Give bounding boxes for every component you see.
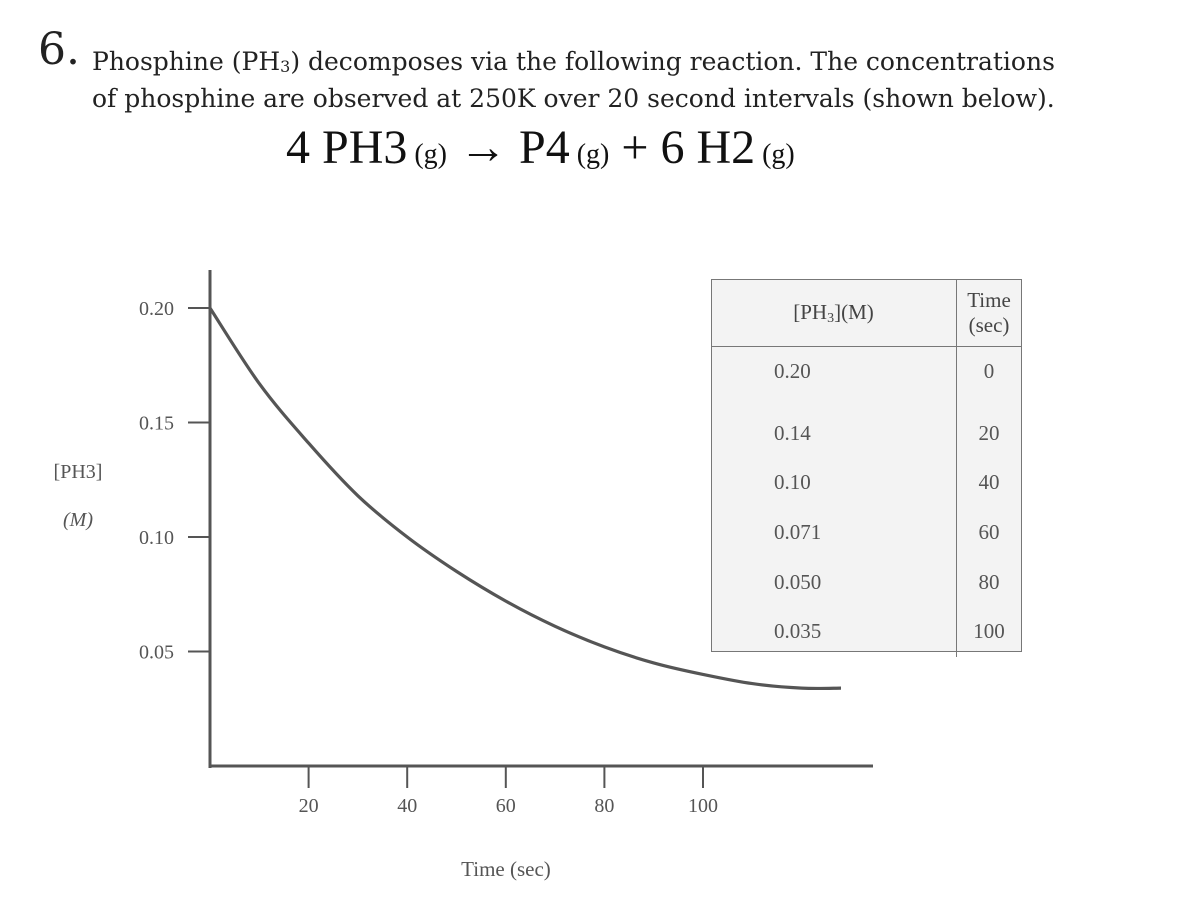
table-cell-concentration: 0.050 [712,557,957,607]
table-cell-time: 20 [978,420,1000,445]
x-tick-label: 80 [594,795,614,817]
header-conc-subscript: 3 [827,310,835,326]
equation-product-p4-subscript: 4 [545,121,570,174]
x-tick-label: 40 [397,795,417,817]
table-row: 0.050 80 [712,557,1021,607]
question-line-1-part-b: ) decomposes via the following reaction.… [290,47,1055,76]
table-cell-time: 0 [983,359,995,384]
table-header-concentration: [PH3](M) [712,280,957,347]
equation-product-h2-subscript: 2 [731,121,756,174]
y-tick-label: 0.15 [139,413,174,435]
table-cell-time: 100 [973,619,1005,644]
reaction-equation: 4 PH3 (g) → P4 (g) + 6 H2 (g) [286,124,795,172]
y-tick-label: 0.20 [139,298,174,320]
question-line-1-subscript: 3 [280,57,291,76]
table-row: 0.10 40 [712,458,1021,508]
table-row: 0.14 20 [712,396,1021,459]
y-tick-label: 0.10 [139,527,174,549]
y-axis-unit-label: (M) [63,509,93,531]
header-conc-part-a: [PH [793,299,828,324]
table-cell-concentration: 0.20 [712,346,957,397]
x-tick-label: 20 [299,795,319,817]
concentration-chart: 0.20 0.15 0.10 0.05 20 40 60 80 100 Time (sec) [PH… [54,270,873,881]
table-cell-concentration: 0.10 [712,458,957,508]
question-line-1: Phosphine (PH3) decomposes via the follo… [92,46,1152,83]
table-row: 0.035 100 [712,606,1021,657]
equation-product-h2: + 6 H [609,121,732,174]
question-line-2: of phosphine are observed at 250K over 2… [92,84,1055,113]
equation-state-2: (g) [569,139,610,170]
equation-product-p4: P [519,121,546,174]
question-number: 6. [38,24,80,75]
table-cell-time: 40 [978,470,1000,495]
table-cell-time: 80 [978,569,1000,594]
x-tick-label: 100 [688,795,718,817]
table-row: 0.071 60 [712,507,1021,558]
y-tick-label: 0.05 [139,642,174,664]
equation-state-1: (g) [407,139,448,170]
equation-state-3: (g) [755,139,795,170]
question-line-1-part-a: Phosphine (PH [92,47,281,76]
table-header-time: Time (sec) [956,280,1021,347]
header-conc-part-b: ](M) [834,299,874,324]
data-table: [PH3](M) Time (sec) 0.20 0 0.14 20 0.10 40 … [711,279,1022,657]
table-row: 0.20 0 [712,346,1021,397]
x-axis-label: Time (sec) [461,857,551,881]
table-cell-concentration: 0.14 [712,396,957,459]
equation-reactant-subscript: 3 [383,121,408,174]
reaction-arrow: → [447,121,520,174]
question-text: Phosphine (PH3) decomposes via the follo… [92,46,1152,115]
table-cell-concentration: 0.035 [712,606,957,657]
equation-reactant: 4 PH [286,121,384,174]
x-tick-label: 60 [496,795,516,817]
concentration-curve [208,307,842,691]
table-cell-time: 60 [978,520,1000,545]
table-cell-concentration: 0.071 [712,507,957,558]
y-axis-label: [PH3] [54,461,103,483]
